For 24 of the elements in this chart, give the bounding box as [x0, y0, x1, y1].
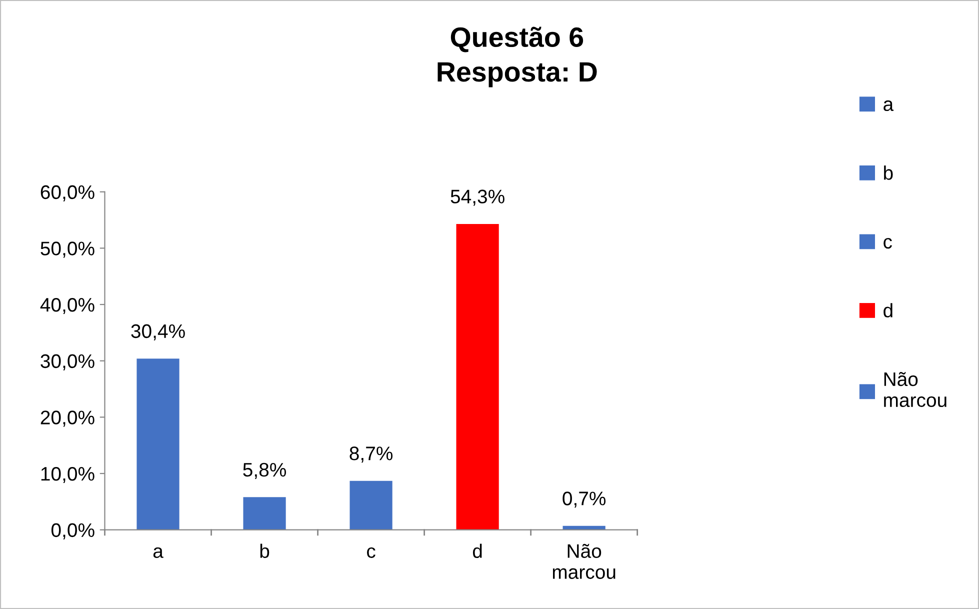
- data-label: 5,8%: [243, 462, 286, 479]
- y-tick-label: 20,0%: [40, 410, 94, 427]
- legend-label: Não marcou: [884, 372, 946, 408]
- legend-label: b: [884, 166, 893, 180]
- x-tick-label: b: [260, 544, 270, 558]
- y-tick-label: 10,0%: [41, 466, 94, 484]
- x-tick-label: a: [153, 547, 164, 558]
- legend-label: c: [884, 238, 892, 249]
- x-tick-label: Não marcou: [552, 544, 616, 579]
- y-tick-label: 0,0%: [51, 523, 94, 540]
- chart-title: Questão 6: [450, 26, 584, 52]
- legend-label: a: [884, 100, 894, 112]
- data-label: 0,7%: [562, 492, 606, 508]
- data-label: 30,4%: [131, 324, 185, 340]
- x-tick-label: d: [472, 544, 482, 558]
- legend-label: d: [884, 303, 892, 318]
- y-tick-label: 30,0%: [40, 354, 94, 370]
- data-label: 8,7%: [350, 446, 393, 463]
- y-tick-label: 50,0%: [40, 242, 94, 258]
- y-tick-label: 60,0%: [40, 185, 94, 202]
- x-tick-label: c: [367, 547, 376, 558]
- chart-subtitle: Resposta: D: [438, 62, 597, 88]
- data-label: 54,3%: [450, 190, 504, 206]
- y-tick-label: 40,0%: [40, 298, 94, 314]
